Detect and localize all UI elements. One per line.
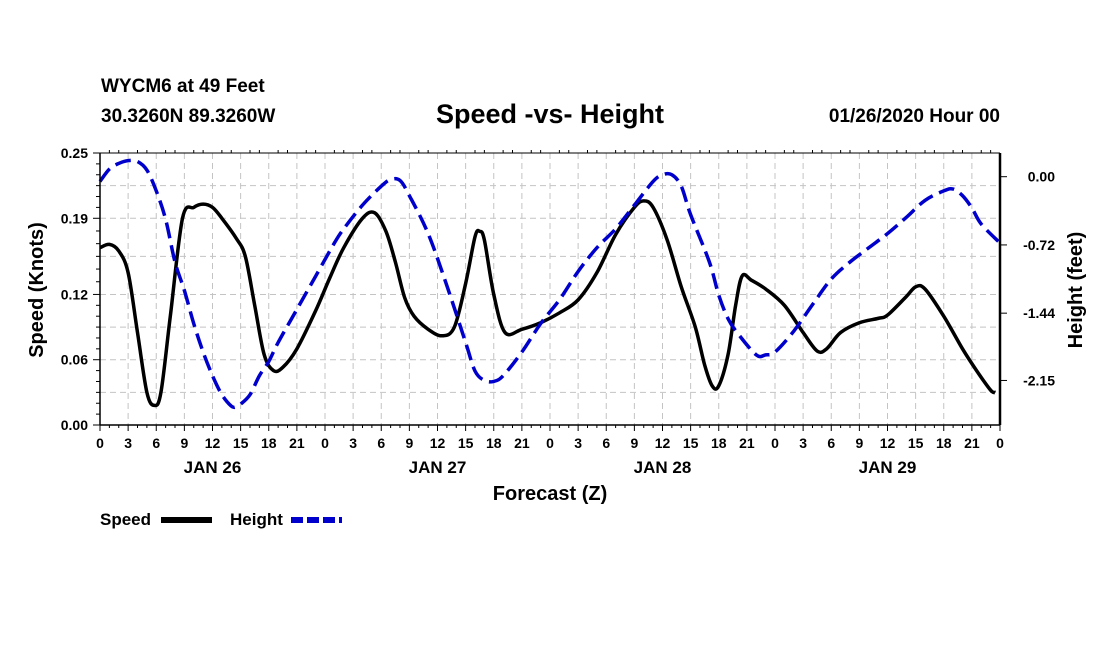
y2-axis-title: Height (feet) <box>1065 232 1087 349</box>
x-tick-label: 0 <box>771 435 779 451</box>
x-tick-label: 3 <box>574 435 582 451</box>
x-tick-label: 9 <box>405 435 413 451</box>
axis-layer: 0 3 6 9 12 15 18 21 0 3 6 9 12 15 18 21 0 3 6 9 12 15 18 21 0 3 6 9… <box>61 145 1055 477</box>
x-tick-label: 18 <box>711 435 727 451</box>
x-tick-label: 15 <box>683 435 699 451</box>
x-tick-label: 6 <box>602 435 610 451</box>
grid-layer <box>100 153 1000 425</box>
station-coordinates: 30.3260N 89.3260W <box>101 106 276 127</box>
x-tick-label: 6 <box>827 435 835 451</box>
x-tick-label: 15 <box>908 435 924 451</box>
x-tick-label: 3 <box>349 435 357 451</box>
y2-tick-label: 0.00 <box>1028 169 1055 185</box>
day-label: JAN 26 <box>184 458 242 477</box>
y-axis-title: Speed (Knots) <box>26 222 48 358</box>
legend-height-label: Height <box>230 510 283 529</box>
x-axis-title: Forecast (Z) <box>493 483 607 505</box>
x-tick-label: 6 <box>152 435 160 451</box>
y-tick-label: 0.06 <box>61 352 88 368</box>
day-label: JAN 28 <box>634 458 692 477</box>
y2-tick-label: -2.15 <box>1023 372 1055 388</box>
x-tick-label: 15 <box>458 435 474 451</box>
x-tick-label: 0 <box>96 435 104 451</box>
x-tick-label: 3 <box>799 435 807 451</box>
x-tick-label: 9 <box>180 435 188 451</box>
x-tick-label: 12 <box>655 435 671 451</box>
series-line-speed <box>99 199 997 408</box>
station-name: WYCM6 at 49 Feet <box>101 76 265 97</box>
series-line-height <box>98 158 1002 410</box>
y2-tick-label: -1.44 <box>1023 305 1055 321</box>
day-label: JAN 27 <box>409 458 467 477</box>
y-tick-label: 0.25 <box>61 145 88 161</box>
x-tick-label: 12 <box>430 435 446 451</box>
y2-tick-label: -0.72 <box>1023 237 1055 253</box>
day-label: JAN 29 <box>859 458 917 477</box>
y-tick-label: 0.19 <box>61 210 88 226</box>
x-tick-label: 0 <box>321 435 329 451</box>
x-tick-label: 21 <box>289 435 305 451</box>
x-tick-label: 12 <box>880 435 896 451</box>
forecast-date-hour: 01/26/2020 Hour 00 <box>828 106 1000 127</box>
y-tick-label: 0.00 <box>61 417 88 433</box>
x-tick-label: 9 <box>855 435 863 451</box>
x-tick-label: 6 <box>377 435 385 451</box>
x-tick-label: 0 <box>546 435 554 451</box>
legend: Speed Height <box>100 510 342 529</box>
x-tick-label: 3 <box>124 435 132 451</box>
x-tick-label: 18 <box>486 435 502 451</box>
x-tick-label: 9 <box>630 435 638 451</box>
x-tick-label: 0 <box>996 435 1004 451</box>
x-tick-label: 15 <box>233 435 249 451</box>
x-tick-label: 21 <box>964 435 980 451</box>
x-tick-label: 21 <box>739 435 755 451</box>
x-tick-label: 18 <box>261 435 277 451</box>
x-tick-label: 21 <box>514 435 530 451</box>
y-tick-label: 0.12 <box>61 286 88 302</box>
series-layer <box>98 158 1002 410</box>
legend-speed-label: Speed <box>100 510 151 529</box>
chart-title: Speed -vs- Height <box>435 99 665 129</box>
x-tick-label: 12 <box>205 435 221 451</box>
x-tick-label: 18 <box>936 435 952 451</box>
